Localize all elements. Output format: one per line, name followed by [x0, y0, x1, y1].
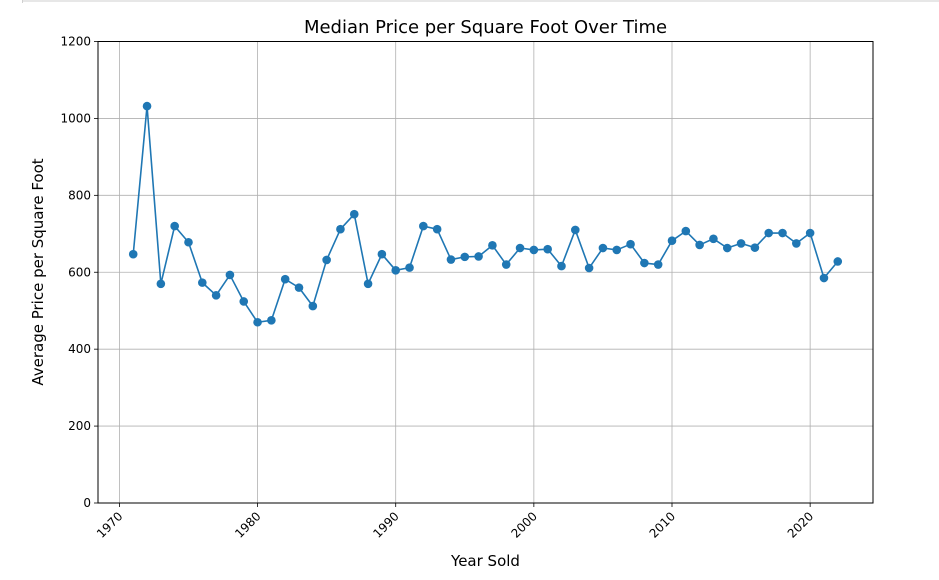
- data-point: [294, 283, 304, 292]
- data-point: [515, 243, 525, 253]
- x-tick-label: 1980: [232, 509, 263, 540]
- data-point: [819, 273, 829, 283]
- x-tick-label: 1990: [370, 509, 401, 540]
- series-polyline: [132, 105, 839, 324]
- data-point: [557, 261, 566, 271]
- data-point: [170, 221, 179, 231]
- gridlines: [98, 41, 873, 504]
- data-point: [764, 228, 773, 238]
- data-point: [322, 255, 331, 265]
- x-tick-label: 1970: [94, 509, 125, 540]
- data-point: [474, 252, 483, 261]
- data-point: [571, 225, 580, 235]
- window-top-edge: [22, 0, 939, 2]
- data-point: [722, 243, 732, 253]
- data-point: [239, 297, 249, 306]
- data-point: [419, 221, 428, 231]
- y-tick-label: 800: [68, 188, 91, 202]
- x-tick-label: 2010: [647, 509, 678, 540]
- data-point: [211, 291, 221, 300]
- data-point: [543, 244, 552, 254]
- data-point: [681, 226, 691, 236]
- y-tick-label: 1200: [60, 35, 91, 49]
- series-markers: [128, 101, 843, 327]
- data-point: [363, 279, 373, 289]
- data-point: [432, 224, 442, 234]
- data-point: [626, 239, 635, 249]
- y-tick-label: 600: [68, 265, 91, 279]
- data-point: [792, 239, 801, 248]
- y-tick-label: 400: [68, 342, 91, 356]
- data-point: [598, 243, 608, 253]
- x-tick-label: 2020: [785, 509, 816, 540]
- data-point: [128, 249, 138, 259]
- data-point: [405, 263, 414, 272]
- data-point: [142, 101, 152, 111]
- data-point: [446, 255, 456, 264]
- data-point: [736, 239, 746, 248]
- window-corner: [22, 0, 23, 3]
- data-point: [349, 209, 359, 219]
- data-point: [640, 258, 649, 268]
- y-axis-label: Average Price per Square Foot: [29, 158, 47, 385]
- data-point: [584, 263, 594, 273]
- data-point: [308, 301, 318, 311]
- data-point: [280, 274, 290, 284]
- data-point: [695, 240, 704, 250]
- data-point: [377, 249, 387, 259]
- chart-title: Median Price per Square Foot Over Time: [304, 17, 667, 38]
- data-point: [391, 266, 401, 275]
- data-point: [156, 279, 166, 289]
- data-point: [267, 316, 276, 325]
- data-point: [805, 228, 815, 238]
- data-point: [225, 270, 235, 280]
- data-point: [529, 245, 539, 255]
- x-axis-label: Year Sold: [450, 552, 520, 570]
- data-point: [612, 245, 622, 255]
- series-line: [132, 105, 839, 324]
- y-axis: 0 200 400 600 800 1000 1200: [60, 35, 98, 510]
- data-point: [198, 278, 207, 287]
- y-tick-label: 200: [68, 419, 91, 433]
- data-point: [709, 234, 718, 244]
- data-point: [184, 237, 193, 247]
- x-axis: 1970 1980 1990 2000 2010 2020: [94, 503, 816, 541]
- data-point: [750, 243, 760, 252]
- y-tick-label: 0: [83, 496, 91, 510]
- data-point: [336, 224, 345, 234]
- data-point: [460, 252, 470, 262]
- data-point: [778, 228, 787, 238]
- y-tick-label: 1000: [60, 111, 91, 125]
- data-point: [501, 260, 511, 269]
- data-point: [253, 317, 262, 327]
- data-point: [653, 260, 663, 269]
- data-point: [667, 236, 677, 246]
- data-point: [488, 241, 497, 250]
- x-tick-label: 2000: [508, 509, 539, 540]
- data-point: [833, 257, 843, 266]
